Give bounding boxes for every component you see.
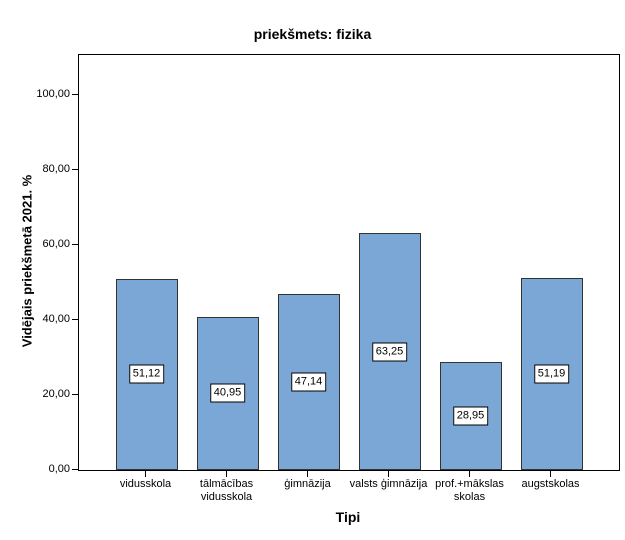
x-tick-mark <box>307 470 308 477</box>
y-tick-label: 40,00 <box>42 312 70 325</box>
x-tick-mark <box>550 470 551 477</box>
bar-value-label: 40,95 <box>209 383 246 403</box>
x-tick-label: tālmācības vidusskola <box>199 478 254 503</box>
x-tick-label: prof.+mākslas skolas <box>435 478 504 503</box>
y-tick-label: 100,00 <box>36 88 70 101</box>
y-tick-mark <box>72 468 78 470</box>
bar-value-label: 51,12 <box>128 364 165 384</box>
y-tick-mark <box>72 393 78 395</box>
x-tick-label: ģimnāzija <box>284 478 331 490</box>
y-tick-mark <box>72 243 78 245</box>
bar-value-label: 51,19 <box>533 364 570 384</box>
y-tick-mark <box>72 169 78 171</box>
y-tick-label: 20,00 <box>42 387 70 400</box>
x-axis-title: Tipi <box>335 509 361 525</box>
y-tick-label: 80,00 <box>42 163 70 176</box>
x-tick-mark <box>145 470 146 477</box>
x-tick-mark <box>469 470 470 477</box>
bar-value-label: 47,14 <box>290 372 327 392</box>
y-tick-label: 0,00 <box>48 462 70 475</box>
x-tick-mark <box>388 470 389 477</box>
x-tick-label: vidusskola <box>119 478 172 490</box>
x-tick-label: augstskolas <box>521 478 580 490</box>
plot-area: 51,12 40,95 47,14 63,25 28,95 51,19 <box>78 54 620 471</box>
y-tick-mark <box>72 94 78 96</box>
bar-value-label: 63,25 <box>371 342 408 362</box>
chart-title: priekšmets: fizika <box>253 26 372 42</box>
bar-value-label: 28,95 <box>452 406 489 426</box>
y-tick-mark <box>72 318 78 320</box>
x-tick-mark <box>226 470 227 477</box>
y-tick-label: 60,00 <box>42 237 70 250</box>
x-tick-label: valsts ģimnāzija <box>349 478 428 490</box>
